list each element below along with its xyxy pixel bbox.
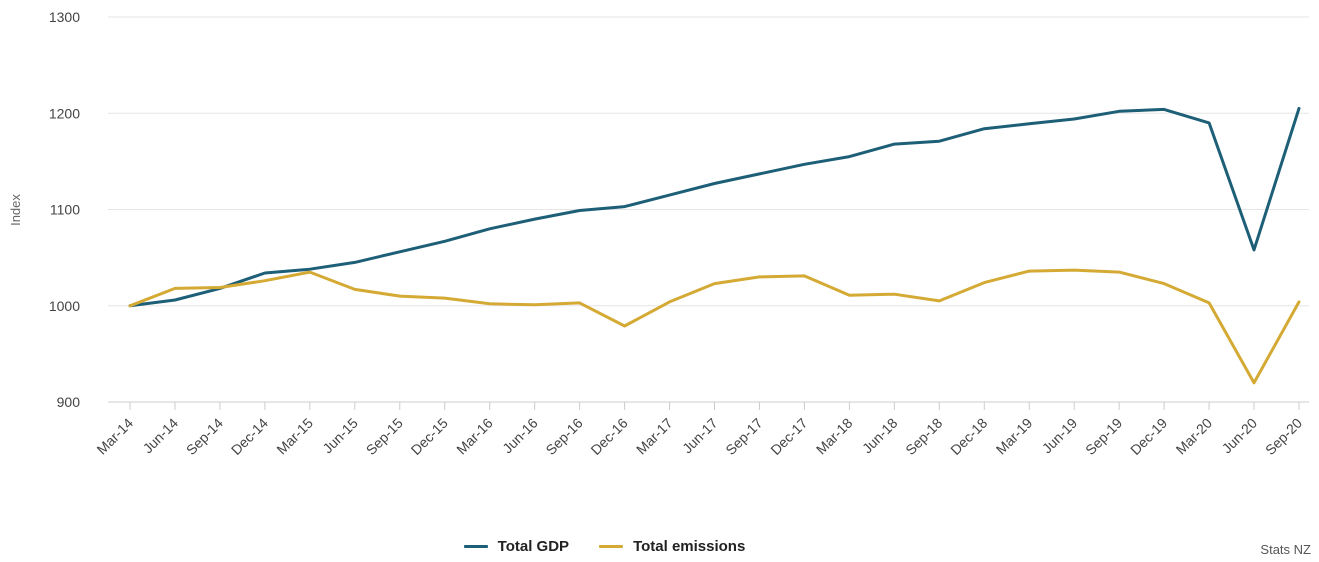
source-credit: Stats NZ [1260,542,1311,557]
y-tick-label: 1200 [49,105,80,121]
x-tick-label: Jun-17 [679,415,721,457]
x-tick-label: Dec-16 [587,415,630,458]
x-tick-label: Sep-19 [1082,415,1125,458]
legend-label-total-gdp: Total GDP [497,538,570,555]
x-tick-label: Mar-17 [633,415,676,458]
grid-layer [108,16,1309,403]
x-tick-label: Jun-19 [1039,415,1081,457]
x-tick-label: Sep-18 [902,415,945,458]
x-tick-label: Jun-20 [1219,415,1261,457]
x-tick-label: Dec-14 [228,415,271,458]
y-tick-label: 1000 [49,298,80,314]
x-tick-label: Mar-16 [453,415,496,458]
x-tick-label: Dec-18 [947,415,990,458]
x-tick-label: Jun-18 [859,415,901,457]
x-tick-label: Mar-14 [93,415,136,458]
x-tick-label: Dec-17 [767,415,810,458]
x-tick-label: Dec-19 [1127,415,1170,458]
legend-item-total-emissions[interactable]: Total emissions [599,538,745,555]
x-tick-label: Sep-17 [722,415,765,458]
x-tick-label: Sep-20 [1262,415,1305,458]
x-tick-label: Mar-15 [273,415,316,458]
x-tick-label: Sep-16 [542,415,585,458]
legend-label-total-emissions: Total emissions [633,538,746,555]
x-tick-label: Sep-14 [183,415,226,458]
y-tick-label: 1300 [49,9,80,25]
series-line-total-gdp[interactable] [128,106,1301,308]
x-tick-label: Jun-15 [319,415,361,457]
series-line-total-emissions[interactable] [128,268,1301,385]
x-tick-label: Dec-15 [408,415,451,458]
legend-swatch-total-gdp [463,545,488,548]
x-tick-label: Mar-20 [1173,415,1216,458]
y-axis-title: Index [8,194,23,226]
legend-swatch-total-emissions [599,545,624,548]
x-tick-label: Jun-14 [139,415,181,457]
legend: Total GDP Total emissions [0,538,1319,555]
legend-item-total-gdp[interactable]: Total GDP [463,538,570,555]
y-tick-label: 1100 [50,202,80,218]
x-tick-label: Jun-16 [499,415,541,457]
x-tick-label: Mar-19 [993,415,1036,458]
y-tick-label: 900 [57,394,81,410]
x-tick-label: Sep-15 [363,415,406,458]
series-layer [128,106,1301,385]
x-tick-label: Mar-18 [813,415,856,458]
